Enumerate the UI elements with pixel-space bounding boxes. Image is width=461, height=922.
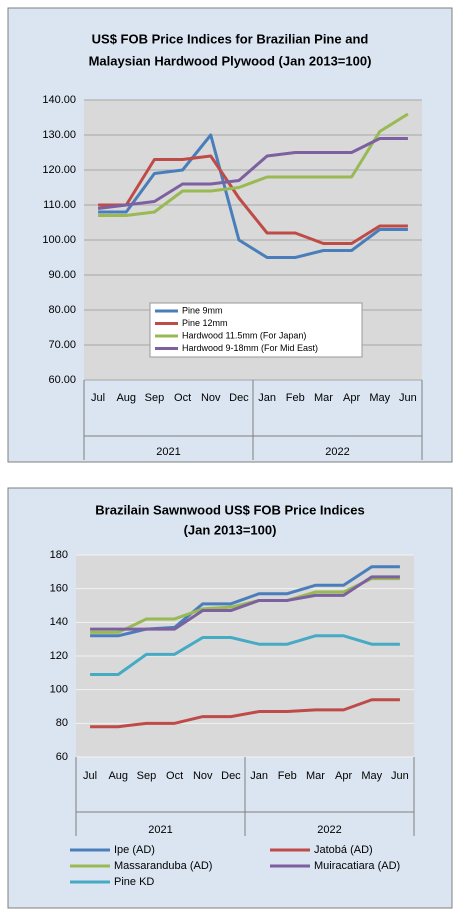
legend-label: Muiracatiara (AD) xyxy=(314,860,400,872)
x-tick-label: Aug xyxy=(108,770,128,782)
y-tick-label: 60 xyxy=(56,751,68,763)
y-tick-label: 120.00 xyxy=(42,164,76,176)
chart-subtitle: (Jan 2013=100) xyxy=(184,522,277,537)
y-tick-label: 80 xyxy=(56,717,68,729)
legend-label: Hardwood 9-18mm (For Mid East) xyxy=(182,343,318,353)
series-line xyxy=(98,112,409,217)
x-tick-label: Jun xyxy=(391,770,409,782)
x-tick-label: Sep xyxy=(145,392,165,404)
x-tick-label: Mar xyxy=(314,392,333,404)
legend-label: Ipe (AD) xyxy=(114,844,155,856)
x-tick-label: Dec xyxy=(221,770,241,782)
x-tick-label: Jul xyxy=(91,392,105,404)
y-tick-label: 100 xyxy=(50,684,68,696)
x-tick-label: Oct xyxy=(174,392,191,404)
y-tick-label: 160 xyxy=(50,583,68,595)
y-tick-label: 100.00 xyxy=(42,234,76,246)
legend-box xyxy=(149,302,363,358)
y-tick-label: 130.00 xyxy=(42,129,76,141)
y-tick-label: 70.00 xyxy=(48,339,76,351)
group-label: 2022 xyxy=(325,446,349,458)
y-tick-label: 140.00 xyxy=(42,94,76,106)
y-tick-label: 80.00 xyxy=(48,304,76,316)
y-tick-label: 60.00 xyxy=(48,374,76,386)
y-tick-label: 110.00 xyxy=(43,199,76,211)
legend-label: Pine 12mm xyxy=(182,318,228,328)
y-tick-label: 90.00 xyxy=(48,269,76,281)
x-tick-label: Oct xyxy=(166,770,183,782)
chart-title: Brazilain Sawnwood US$ FOB Price Indices xyxy=(95,502,364,517)
chart-subtitle: Malaysian Hardwood Plywood (Jan 2013=100… xyxy=(89,53,372,68)
x-tick-label: Sep xyxy=(137,770,157,782)
x-tick-label: Nov xyxy=(193,770,213,782)
series-line xyxy=(90,577,400,634)
x-tick-label: Nov xyxy=(201,392,221,404)
x-tick-label: Apr xyxy=(343,392,360,404)
x-tick-label: Dec xyxy=(229,392,249,404)
x-tick-label: Mar xyxy=(306,770,325,782)
group-label: 2021 xyxy=(156,446,180,458)
x-tick-label: Feb xyxy=(278,770,297,782)
x-tick-label: Jan xyxy=(250,770,268,782)
x-tick-label: Feb xyxy=(286,392,305,404)
x-tick-label: Jul xyxy=(83,770,97,782)
group-label: 2021 xyxy=(148,824,172,836)
x-tick-label: Jan xyxy=(258,392,276,404)
x-tick-label: Jun xyxy=(399,392,417,404)
legend-label: Pine KD xyxy=(114,876,154,888)
x-tick-label: May xyxy=(369,392,390,404)
legend-label: Massaranduba (AD) xyxy=(114,860,212,872)
legend-label: Hardwood 11.5mm (For Japan) xyxy=(182,330,306,340)
series-line xyxy=(90,698,400,729)
legend-label: Pine 9mm xyxy=(182,305,223,315)
series-line xyxy=(90,575,400,631)
x-tick-label: Apr xyxy=(335,770,352,782)
series-line xyxy=(98,133,408,259)
x-tick-label: May xyxy=(361,770,382,782)
y-tick-label: 140 xyxy=(50,616,68,628)
chart-title: US$ FOB Price Indices for Brazilian Pine… xyxy=(92,31,369,46)
series-line xyxy=(97,137,408,210)
y-tick-label: 180 xyxy=(50,549,68,561)
y-tick-label: 120 xyxy=(50,650,68,662)
group-label: 2022 xyxy=(317,824,341,836)
series-line xyxy=(90,634,400,677)
legend-label: Jatobá (AD) xyxy=(314,844,373,856)
series-line xyxy=(98,154,408,245)
x-tick-label: Aug xyxy=(116,392,136,404)
